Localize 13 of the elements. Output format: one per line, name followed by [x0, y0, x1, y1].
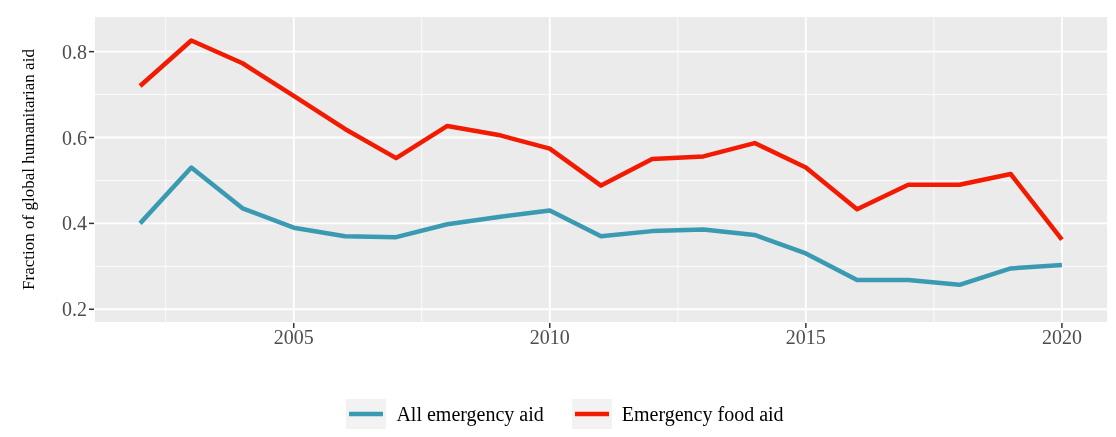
line-series — [137, 38, 1065, 242]
x-tick-label: 2015 — [785, 326, 826, 349]
line-series — [137, 165, 1065, 288]
legend-label: Emergency food aid — [621, 402, 784, 426]
x-tick-label: 2005 — [273, 326, 314, 349]
y-tick-label: 0.6 — [62, 126, 87, 149]
x-tick-label: 2010 — [529, 326, 570, 349]
x-tick-label: 2020 — [1041, 326, 1082, 349]
y-tick-label: 0.2 — [62, 298, 87, 321]
legend-label: All emergency aid — [396, 402, 544, 426]
y-tick-label: 0.8 — [62, 40, 87, 63]
y-tick-label: 0.4 — [62, 212, 87, 235]
y-axis-title: Fraction of global humanitarian aid — [19, 48, 39, 290]
